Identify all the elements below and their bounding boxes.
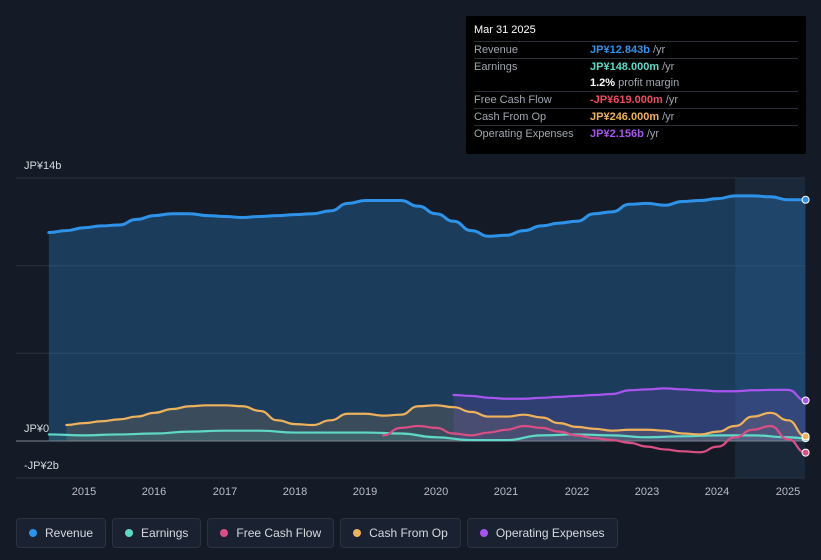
legend-item-cash-from-op[interactable]: Cash From Op: [340, 518, 461, 548]
chart-legend: Revenue Earnings Free Cash Flow Cash Fro…: [16, 518, 618, 548]
tooltip-date: Mar 31 2025: [474, 24, 536, 36]
legend-item-free-cash-flow[interactable]: Free Cash Flow: [207, 518, 335, 548]
x-tick-label: 2025: [775, 486, 801, 498]
cash-from-op-area: [66, 405, 806, 441]
tooltip-unit: /yr: [665, 94, 679, 106]
cash-from-op-line: [65, 404, 807, 438]
earnings-area: [48, 430, 806, 441]
tooltip-label: Free Cash Flow: [474, 94, 552, 106]
x-tick-label: 2019: [352, 486, 378, 498]
x-tick-label: 2022: [564, 486, 590, 498]
x-tick-label: 2023: [634, 486, 660, 498]
tooltip-label: Earnings: [474, 61, 518, 73]
gridlines: [16, 177, 805, 479]
revenue-line: [47, 194, 808, 238]
tooltip-row-free-cash-flow: Free Cash Flow -JP¥619.000m /yr: [474, 91, 798, 108]
tooltip-value: JP¥148.000m: [590, 61, 660, 73]
tooltip-value: 1.2%: [590, 77, 616, 89]
operating-expenses-dot-icon: [479, 529, 488, 537]
y-axis-bottom-label: -JP¥2b: [24, 460, 59, 472]
x-tick-label: 2016: [141, 486, 167, 498]
tooltip-row-revenue: Revenue JP¥12.843b /yr: [474, 41, 798, 58]
tooltip-label: Operating Expenses: [474, 128, 574, 140]
revenue-area: [48, 195, 806, 441]
x-tick-label: 2020: [423, 486, 449, 498]
tooltip-unit: profit margin: [618, 77, 680, 89]
tooltip-value: JP¥2.156b: [590, 128, 644, 140]
tooltip-row-operating-expenses: Operating Expenses JP¥2.156b /yr: [474, 125, 798, 142]
earnings-dot-icon: [125, 529, 134, 537]
free-cash-flow-line: [382, 424, 807, 454]
tooltip-value: -JP¥619.000m: [590, 94, 663, 106]
legend-label: Free Cash Flow: [236, 526, 322, 540]
x-tick-label: 2018: [282, 486, 308, 498]
x-tick-label: 2021: [493, 486, 519, 498]
x-tick-label: 2015: [71, 486, 97, 498]
tooltip-row-cash-from-op: Cash From Op JP¥246.000m /yr: [474, 108, 798, 125]
tooltip-label: Cash From Op: [474, 111, 547, 123]
series-end-dots: [801, 195, 810, 457]
data-tooltip: Mar 31 2025 Revenue JP¥12.843b /yr Earni…: [466, 16, 806, 154]
highlight-band: [735, 178, 805, 478]
tooltip-label: Revenue: [474, 44, 519, 56]
revenue-end-dot: [801, 195, 810, 204]
earnings-line: [47, 429, 807, 442]
legend-item-operating-expenses[interactable]: Operating Expenses: [466, 518, 618, 548]
cash-from-op-end-dot: [801, 432, 810, 441]
tooltip-unit: /yr: [662, 111, 675, 123]
series-areas: [48, 195, 806, 441]
tooltip-row-margin: 1.2% profit margin: [474, 75, 798, 91]
operating-expenses-end-dot: [801, 396, 810, 405]
tooltip-unit: /yr: [652, 44, 666, 56]
legend-item-earnings[interactable]: Earnings: [112, 518, 202, 548]
revenue-dot-icon: [29, 529, 37, 537]
legend-item-revenue[interactable]: Revenue: [16, 518, 107, 548]
legend-label: Cash From Op: [369, 526, 448, 540]
x-tick-label: 2017: [212, 486, 238, 498]
y-axis-top-label: JP¥14b: [24, 160, 62, 172]
legend-label: Operating Expenses: [495, 526, 605, 540]
free-cash-flow-dot-icon: [220, 529, 229, 537]
x-tick-label: 2024: [704, 486, 730, 498]
tooltip-unit: /yr: [662, 61, 675, 73]
legend-label: Earnings: [141, 526, 189, 540]
series-lines: [47, 194, 808, 454]
cash-from-op-dot-icon: [353, 529, 362, 537]
tooltip-row-earnings: Earnings JP¥148.000m /yr: [474, 58, 798, 75]
tooltip-value: JP¥12.843b: [590, 44, 650, 56]
y-axis-zero-label: JP¥0: [24, 423, 50, 435]
legend-label: Revenue: [45, 526, 94, 540]
operating-expenses-line: [452, 387, 807, 402]
tooltip-value: JP¥246.000m: [590, 111, 660, 123]
free-cash-flow-end-dot: [801, 448, 810, 457]
tooltip-unit: /yr: [646, 128, 660, 140]
